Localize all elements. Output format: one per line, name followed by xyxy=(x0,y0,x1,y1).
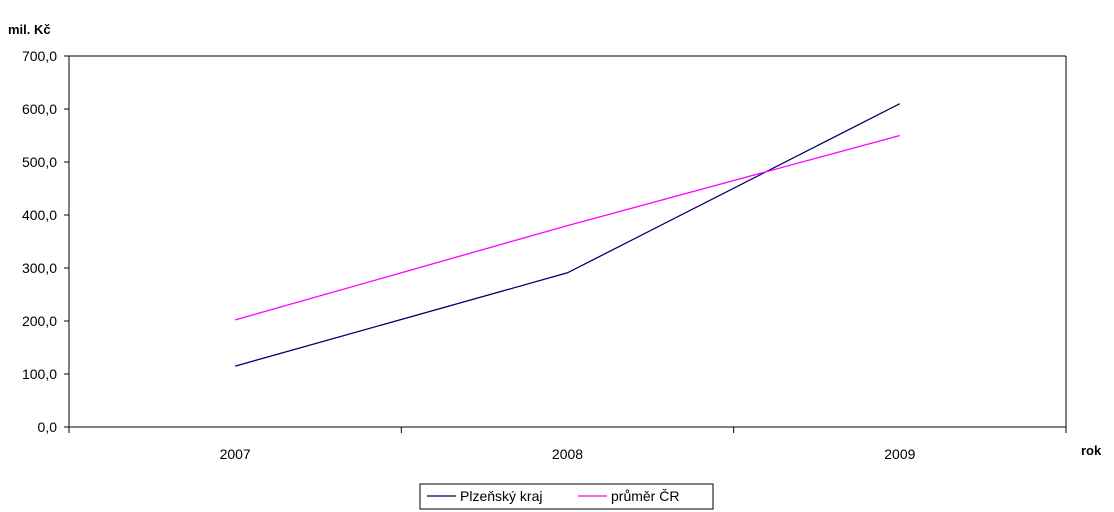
y-tick-label: 0,0 xyxy=(38,419,58,435)
y-axis-title: mil. Kč xyxy=(8,22,51,37)
series-line-0 xyxy=(235,103,901,367)
x-tick-label: 2008 xyxy=(552,446,583,462)
x-axis-title: rok xyxy=(1081,443,1102,458)
x-axis-tick-labels: 2007 2008 2009 xyxy=(220,446,916,462)
series-line-1 xyxy=(235,134,900,321)
legend-label-plzensky-kraj: Plzeňský kraj xyxy=(460,488,542,504)
y-tick-label: 300,0 xyxy=(22,260,57,276)
y-tick-label: 200,0 xyxy=(22,313,57,329)
y-tick-label: 700,0 xyxy=(22,48,57,64)
y-tick-label: 500,0 xyxy=(22,154,57,170)
legend: Plzeňský kraj průměr ČR xyxy=(419,483,714,510)
axes xyxy=(64,55,1067,433)
series-lines xyxy=(235,103,901,367)
x-tick-label: 2007 xyxy=(220,446,251,462)
y-tick-label: 400,0 xyxy=(22,207,57,223)
legend-frame xyxy=(419,483,714,510)
y-tick-label: 100,0 xyxy=(22,366,57,382)
x-tick-label: 2009 xyxy=(884,446,915,462)
y-tick-label: 600,0 xyxy=(22,101,57,117)
legend-label-prumer-cr: průměr ČR xyxy=(611,488,679,504)
y-axis-tick-labels: 0,0 100,0 200,0 300,0 400,0 500,0 600,0 700,0 xyxy=(22,48,57,435)
